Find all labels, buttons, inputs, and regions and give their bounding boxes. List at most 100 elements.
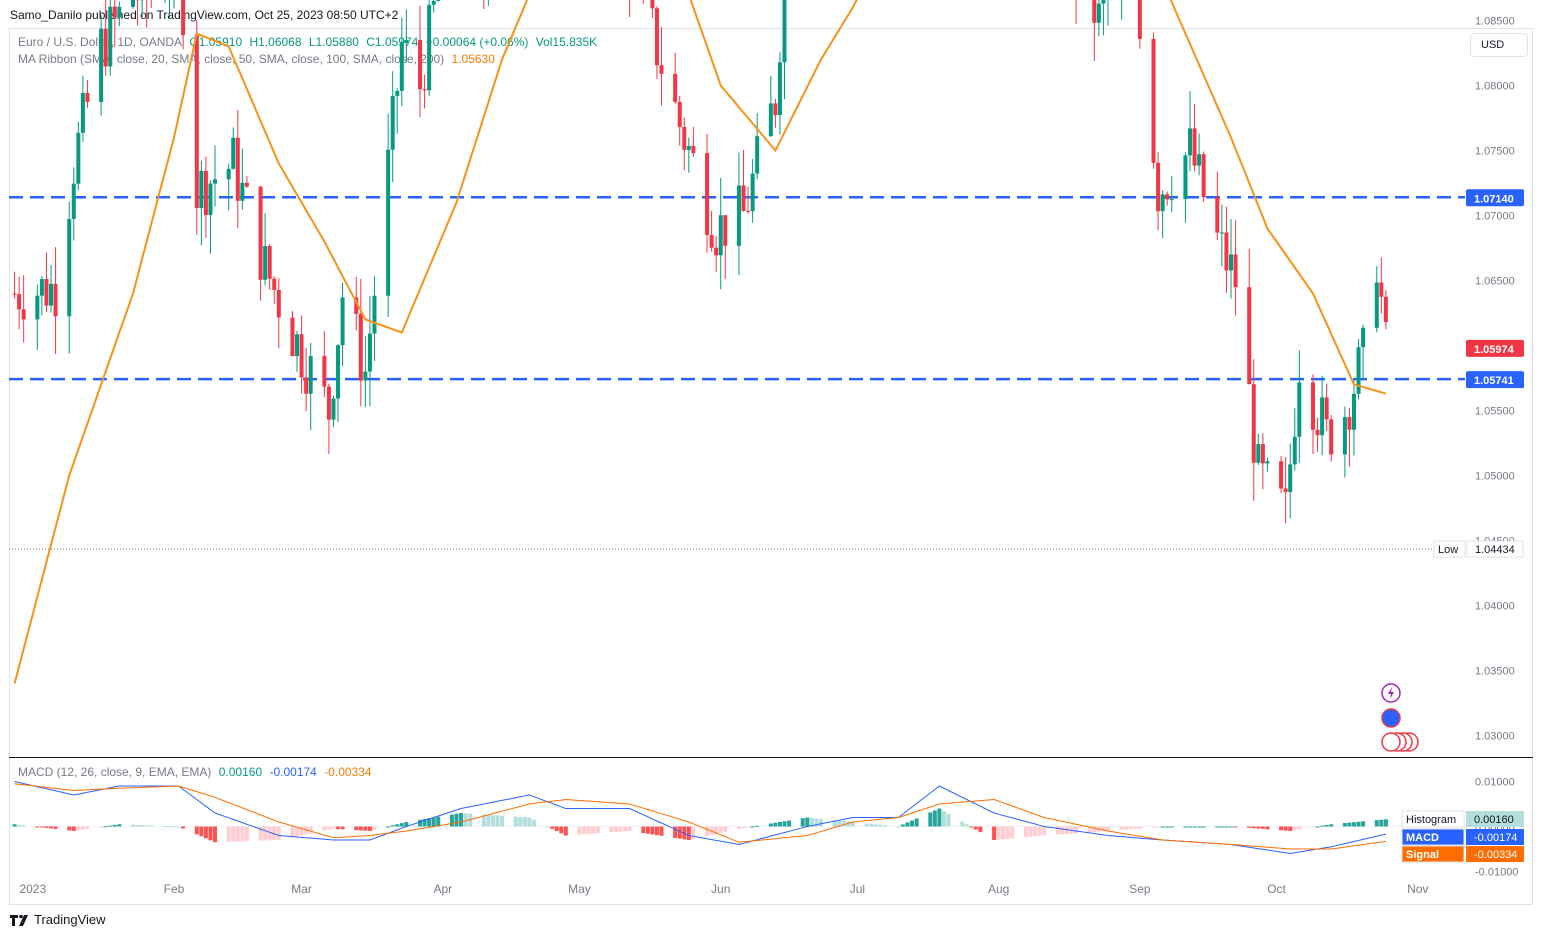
- macd-histogram-bar: [545, 826, 550, 828]
- macd-value: -0.00174: [269, 765, 317, 779]
- macd-histogram-bar: [896, 826, 901, 828]
- macd-histogram-bar: [436, 816, 441, 827]
- candle-body: [322, 355, 327, 387]
- macd-histogram-bar: [454, 813, 459, 827]
- macd-histogram-bar: [1101, 826, 1106, 832]
- candle-body: [1224, 232, 1229, 271]
- candle-body: [1201, 154, 1206, 198]
- macd-histogram-bar: [864, 823, 869, 827]
- macd-histogram-bar: [1279, 826, 1284, 831]
- currency-button[interactable]: USD: [1470, 33, 1528, 57]
- macd-histogram-bar: [135, 824, 140, 827]
- eu-flag-icon: [1381, 708, 1401, 728]
- candle-body: [67, 219, 72, 317]
- candle-body: [768, 103, 773, 137]
- macd-histogram-bar: [340, 826, 345, 830]
- macd-histogram-bar: [613, 826, 618, 832]
- candle-body: [1101, 0, 1106, 4]
- macd-histogram-bar: [481, 814, 486, 827]
- histogram-tag-box: [1401, 810, 1465, 828]
- candle-body: [1342, 417, 1347, 455]
- macd-histogram-bar: [459, 813, 464, 827]
- candle-body: [1351, 393, 1356, 430]
- candle-body: [244, 182, 249, 187]
- candle-body: [436, 0, 441, 1]
- candle-body: [17, 294, 22, 310]
- macd-histogram-bar: [964, 824, 969, 827]
- candle-body: [372, 295, 377, 334]
- candle-body: [1092, 0, 1097, 23]
- macd-histogram-bar: [331, 826, 336, 829]
- macd-histogram-bar: [99, 826, 104, 828]
- level-price-label: 1.05741: [1474, 375, 1514, 387]
- macd-histogram-bar: [577, 826, 582, 835]
- macd-histogram-bar: [363, 826, 368, 831]
- candle-body: [117, 6, 122, 18]
- candle-body: [395, 91, 400, 96]
- low-value: L1.05880: [308, 35, 359, 49]
- macd-histogram-bar: [1329, 824, 1334, 827]
- macd-histogram-bar: [1260, 826, 1265, 829]
- candle-body: [1251, 384, 1256, 463]
- candle-body: [290, 317, 295, 357]
- macd-value-box: [1466, 829, 1524, 845]
- histogram-value-label: 0.00160: [1474, 814, 1514, 826]
- y-tick-label: 1.05500: [1475, 406, 1515, 418]
- candle-body: [1279, 461, 1284, 489]
- macd-histogram-bar: [837, 820, 842, 827]
- macd-histogram-bar: [550, 826, 555, 829]
- candle-body: [331, 398, 336, 420]
- macd-histogram-bar: [354, 826, 359, 831]
- macd-histogram-bar: [627, 826, 632, 831]
- candle-body: [231, 137, 236, 169]
- candle-body: [1292, 436, 1297, 465]
- candle-body: [777, 62, 782, 116]
- candle-body: [659, 65, 664, 74]
- macd-histogram-bar: [263, 826, 268, 841]
- macd-histogram-bar: [276, 826, 281, 840]
- candle-body: [1260, 444, 1265, 464]
- macd-histogram-bar: [714, 826, 719, 834]
- macd-histogram-bar: [208, 826, 213, 841]
- macd-histogram-bar: [1324, 825, 1329, 827]
- macd-histogram-bar: [996, 826, 1001, 840]
- macd-histogram-bar: [905, 822, 910, 827]
- candle-body: [112, 6, 117, 18]
- candle-body: [99, 28, 104, 102]
- candle-body: [44, 278, 49, 306]
- macd-histogram-bar: [900, 824, 905, 827]
- macd-histogram-bar: [518, 816, 523, 827]
- macd-histogram-bar: [969, 826, 974, 828]
- macd-histogram-bar: [21, 825, 26, 827]
- macd-histogram-bar: [850, 822, 855, 827]
- macd-histogram-bar: [814, 818, 819, 827]
- macd-histogram-bar: [777, 822, 782, 827]
- candle-body: [1288, 464, 1293, 493]
- macd-histogram-bar: [1219, 826, 1224, 828]
- footer-brand: TradingView: [34, 912, 106, 927]
- macd-histogram-bar: [367, 826, 372, 831]
- macd-histogram-bar: [112, 824, 117, 827]
- macd-histogram-bar: [1197, 826, 1202, 828]
- macd-histogram-bar: [53, 826, 58, 829]
- candle-body: [226, 168, 231, 180]
- close-value: C1.05974: [366, 35, 419, 49]
- x-tick-label: Mar: [291, 882, 312, 896]
- macd-histogram-bar: [449, 814, 454, 827]
- macd-histogram-bar: [1251, 826, 1256, 829]
- macd-histogram-bar: [35, 826, 40, 828]
- macd-histogram-bar: [213, 826, 218, 843]
- signal-value-label: -0.00334: [1474, 849, 1517, 861]
- footer: TradingView: [10, 912, 106, 927]
- candle-body: [76, 132, 81, 184]
- low-value-label: 1.04434: [1475, 544, 1515, 556]
- histogram-value-box: [1466, 811, 1524, 827]
- candle-body: [1329, 419, 1334, 455]
- candle-body: [1297, 382, 1302, 437]
- macd-histogram-bar: [1124, 826, 1129, 830]
- macd-histogram-bar: [736, 826, 741, 829]
- candle-body: [240, 182, 245, 201]
- macd-histogram-bar: [326, 826, 331, 830]
- macd-histogram-bar: [17, 824, 22, 827]
